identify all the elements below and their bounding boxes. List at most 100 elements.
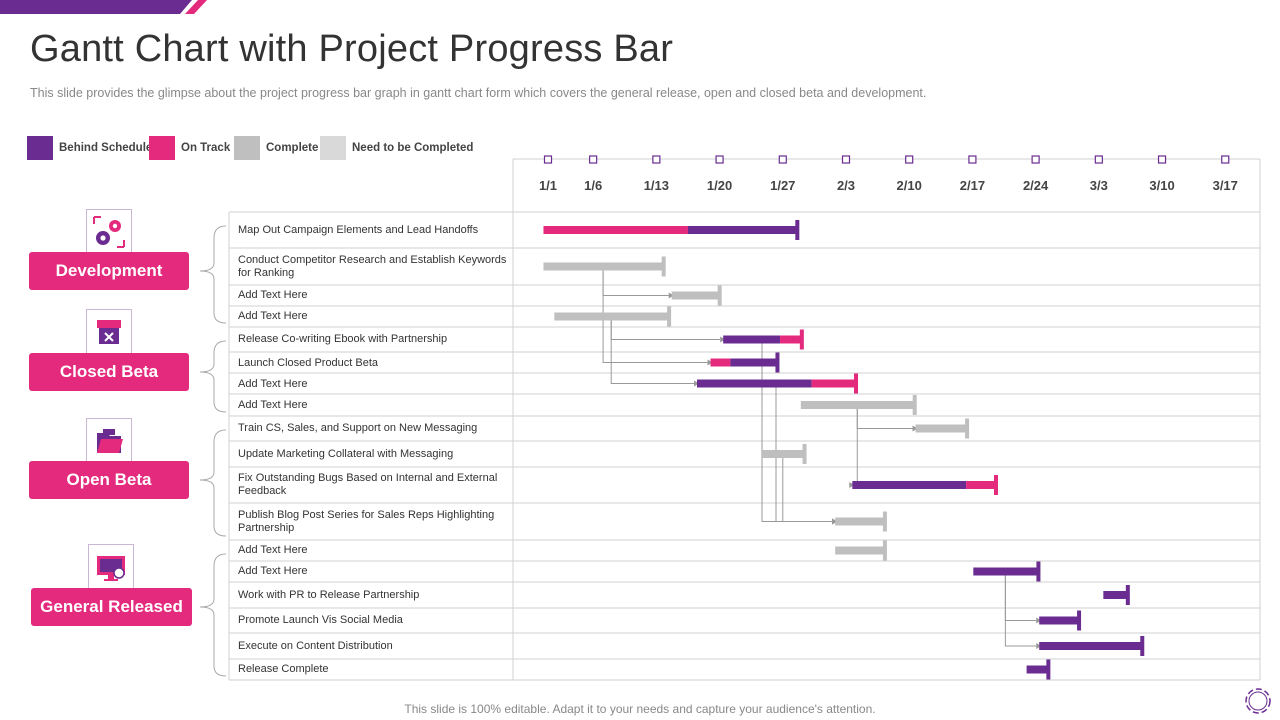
date-tick-marker (778, 155, 787, 164)
gantt-bar-endcap (661, 256, 666, 277)
gantt-bar-behind (852, 481, 967, 489)
gantt-bar-endcap (882, 511, 887, 532)
dependency-connector (610, 320, 694, 384)
gantt-bar-complete (835, 517, 884, 526)
gantt-bar-ontrack (966, 481, 995, 489)
gantt-bar-behind (1026, 665, 1048, 674)
gantt-bar-endcap (1046, 659, 1051, 680)
legend-label: Complete (266, 142, 319, 154)
task-label: Add Text Here (238, 544, 308, 556)
task-label: Promote Launch Vis Social Media (238, 614, 403, 626)
date-tick-marker (589, 155, 598, 164)
gantt-bar-ontrack (710, 358, 731, 367)
gear-outline-icon (1245, 688, 1271, 714)
task-label: Add Text Here (238, 289, 308, 301)
dependency-arrowhead (693, 380, 699, 387)
date-tick-marker (968, 155, 977, 164)
task-label: Conduct Competitor Research and Establis… (238, 254, 507, 279)
gantt-bar-endcap (802, 444, 807, 464)
legend-swatch (234, 136, 260, 160)
monitor-release-icon (88, 544, 134, 590)
gantt-bar-endcap (1036, 561, 1041, 582)
gantt-bar-ontrack (811, 379, 856, 388)
gantt-bar-endcap (1077, 610, 1082, 631)
footer-note: This slide is 100% editable. Adapt it to… (404, 702, 876, 716)
gantt-bar-behind (723, 335, 781, 344)
date-tick-marker (841, 155, 851, 164)
gantt-bar-endcap (795, 220, 800, 240)
accent-bar-purple (0, 0, 192, 14)
dependency-connector (610, 320, 721, 340)
task-label: Update Marketing Collateral with Messagi… (238, 448, 454, 460)
gantt-bar-behind (1039, 642, 1142, 650)
gantt-bar-behind (687, 226, 797, 234)
dependency-arrowhead (849, 482, 855, 488)
dependency-connector (761, 343, 833, 522)
date-tick-label: 1/1 (539, 178, 557, 193)
legend-label: On Track (181, 142, 231, 154)
date-tick-marker (1094, 155, 1103, 164)
legend-swatch (149, 136, 175, 160)
dependency-arrowhead (912, 425, 918, 432)
gantt-bar-behind (1039, 616, 1079, 625)
gantt-bar-behind (1103, 591, 1127, 599)
dependency-arrowhead (1036, 617, 1042, 624)
date-tick-label: 3/17 (1213, 178, 1238, 193)
gantt-bar-endcap (882, 540, 887, 561)
dependency-arrowhead (707, 359, 713, 366)
gantt-bar-endcap (912, 395, 917, 415)
dependency-arrowhead (720, 336, 726, 343)
gantt-bar-complete (671, 291, 719, 300)
task-label: Map Out Campaign Elements and Lead Hando… (238, 224, 479, 236)
legend-on-track: On Track (149, 136, 230, 160)
task-label: Work with PR to Release Partnership (238, 589, 420, 601)
phase-bracket (199, 340, 227, 413)
legend-label: Need to be Completed (352, 142, 474, 154)
gantt-bar-behind (730, 358, 777, 367)
gantt-bar-endcap (854, 373, 859, 394)
date-tick-label: 3/10 (1149, 178, 1174, 193)
dependency-arrowhead (668, 292, 674, 299)
gantt-bar-endcap (1140, 636, 1145, 656)
date-tick-marker (715, 155, 724, 164)
gantt-bar-endcap (965, 418, 970, 439)
date-tick-label: 2/10 (897, 178, 922, 193)
dependency-connector (856, 409, 913, 429)
gantt-bar-endcap (667, 306, 672, 327)
accent-bar-pink (185, 0, 207, 14)
dependency-connector (602, 270, 708, 363)
gantt-bar-ontrack (543, 226, 688, 234)
task-label: Fix Outstanding Bugs Based on Internal a… (238, 472, 498, 497)
dependency-connector (849, 409, 858, 486)
task-label: Launch Closed Product Beta (238, 357, 379, 369)
task-label: Add Text Here (238, 565, 308, 577)
gantt-bar-endcap (993, 475, 998, 495)
date-tick-marker (1221, 155, 1230, 164)
gantt-bar-complete (915, 424, 967, 433)
date-tick-marker (1031, 155, 1040, 164)
page-subtitle: This slide provides the glimpse about th… (30, 86, 927, 100)
gantt-bar-endcap (775, 352, 780, 373)
gantt-bar-complete (554, 312, 669, 321)
gantt-bar-endcap (1125, 585, 1130, 605)
legend-need-to-be-completed: Need to be Completed (320, 136, 473, 160)
page-title: Gantt Chart with Project Progress Bar (30, 28, 674, 70)
phase-open-beta: Open Beta (29, 461, 189, 499)
date-tick-label: 1/20 (707, 178, 732, 193)
dependency-arrowhead (1036, 643, 1042, 649)
dependency-arrowhead (832, 518, 838, 525)
phase-bracket (199, 225, 227, 324)
legend-swatch (27, 136, 53, 160)
task-label: Publish Blog Post Series for Sales Reps … (238, 509, 495, 534)
phase-general-released: General Released (31, 588, 192, 626)
date-tick-marker (652, 155, 661, 164)
phase-bracket (199, 429, 227, 537)
task-label: Execute on Content Distribution (238, 640, 393, 652)
date-tick-label: 1/13 (644, 178, 669, 193)
open-folder-icon (86, 418, 132, 464)
date-tick-label: 1/6 (584, 178, 602, 193)
task-label: Add Text Here (238, 310, 308, 322)
date-tick-label: 2/17 (960, 178, 985, 193)
date-tick-marker (1157, 155, 1167, 164)
date-tick-label: 1/27 (770, 178, 795, 193)
